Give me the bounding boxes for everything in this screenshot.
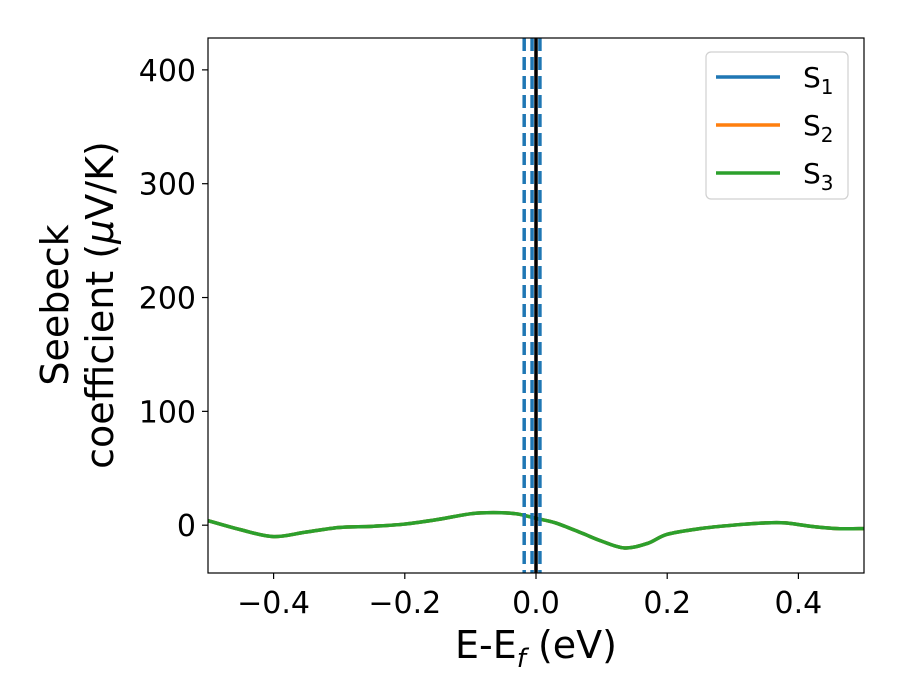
y-axis-title-line2: coefficient (μV/K) [78, 141, 122, 469]
x-axis-title: E-Ef (eV) [455, 623, 617, 674]
y-axis-title-mu: μ [78, 220, 122, 245]
y-tick-label: 400 [139, 54, 196, 89]
series-layer [207, 510, 865, 550]
x-axis-title-unit: (eV) [526, 623, 617, 667]
x-tick-label: 0.2 [643, 586, 691, 621]
legend-label-s1: S1 [803, 61, 834, 99]
series-line-s3 [207, 510, 865, 550]
x-tick-label: −0.2 [368, 586, 441, 621]
x-tick-label: −0.4 [237, 586, 310, 621]
y-ticks: 0 100 200 300 400 [139, 54, 208, 544]
legend: S1 S2 S3 [705, 51, 849, 200]
x-tick-label: 0.0 [512, 586, 560, 621]
vline-layer [522, 38, 542, 573]
y-tick-label: 100 [139, 395, 196, 430]
y-tick-label: 300 [139, 168, 196, 203]
y-tick-label: 200 [139, 282, 196, 317]
y-axis-title: Seebeck coefficient (μV/K) [33, 141, 122, 469]
x-tick-label: 0.4 [775, 586, 823, 621]
y-tick-label: 0 [177, 509, 196, 544]
legend-label-s3: S3 [803, 157, 834, 195]
y-axis-title-line1: Seebeck [33, 224, 77, 385]
legend-label-s2: S2 [803, 109, 834, 147]
x-ticks: −0.4 −0.2 0.0 0.2 0.4 [237, 573, 822, 621]
legend-items: S1 S2 S3 [716, 61, 834, 195]
